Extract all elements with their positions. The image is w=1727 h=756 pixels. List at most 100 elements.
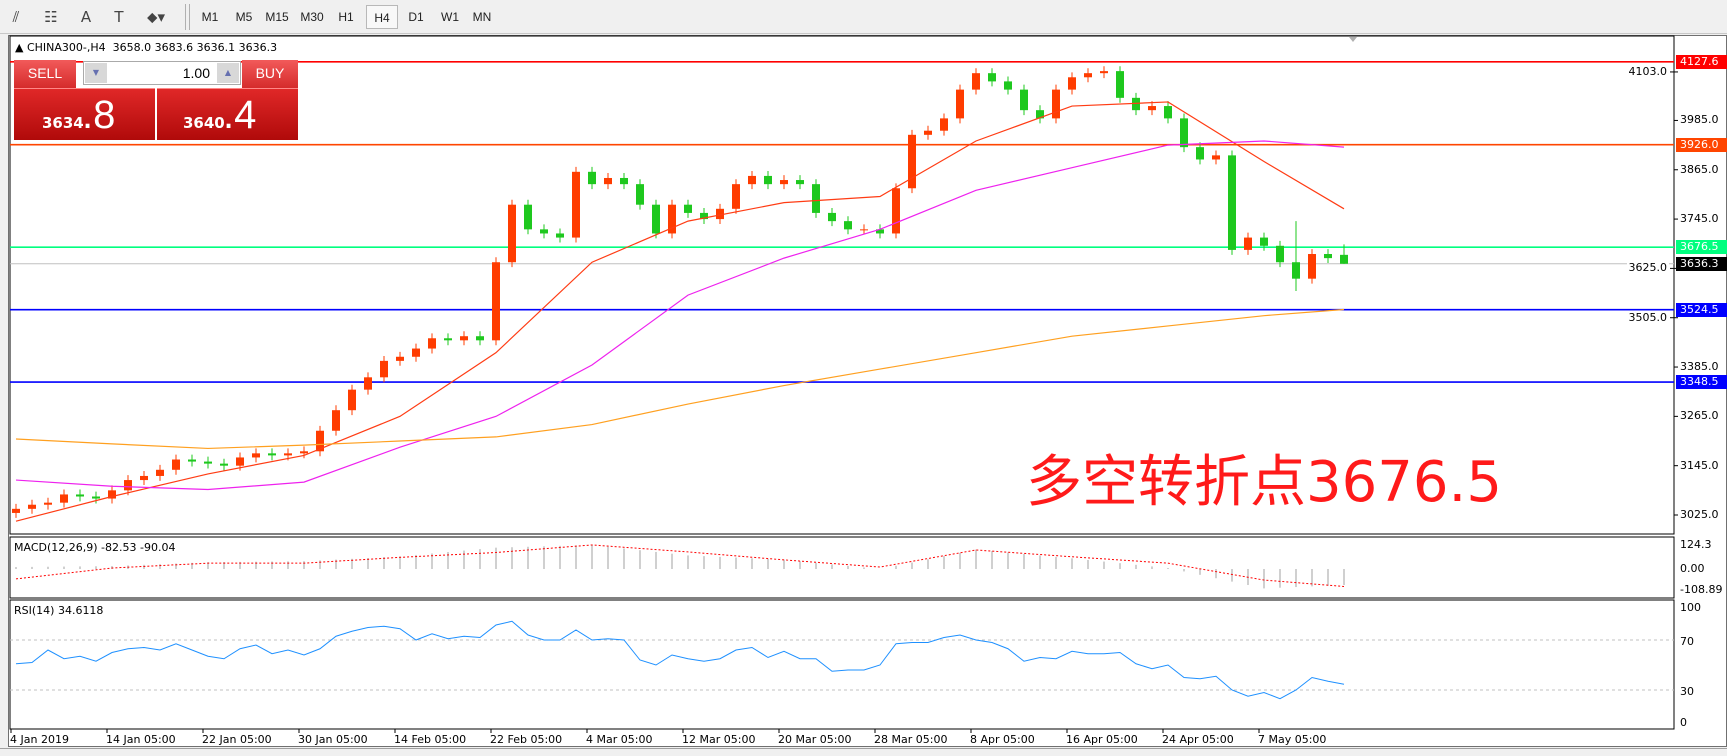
level-tag-3524.5: 3524.5 xyxy=(1676,302,1727,317)
timeframe-m15[interactable]: M15 xyxy=(265,10,289,24)
buy-price-main: 3640 xyxy=(183,114,225,132)
rsi-tick-label: 100 xyxy=(1680,601,1701,614)
candle-body xyxy=(348,389,356,411)
candle-body xyxy=(924,130,932,135)
level-tag-3676.5: 3676.5 xyxy=(1676,240,1727,255)
y-tick-label: 3025.0 xyxy=(1680,508,1719,521)
elliott-wave-icon[interactable]: ⫽ xyxy=(12,8,20,26)
candle-body xyxy=(1036,110,1044,119)
toolbar-separator xyxy=(185,4,186,30)
y-tick-label: 3865.0 xyxy=(1680,162,1719,176)
candle-body xyxy=(1180,118,1188,148)
y-tick-label: 3745.0 xyxy=(1680,212,1719,226)
candle-body xyxy=(1132,97,1140,111)
candle-body xyxy=(1148,106,1156,111)
y-tick-label: 3385.0 xyxy=(1680,360,1719,374)
one-click-trading-panel: SELL ▼ 1.00 ▲ BUY 3634 .8 3640 .4 xyxy=(14,60,298,140)
timeframe-mn[interactable]: MN xyxy=(472,10,492,24)
candle-body xyxy=(140,475,148,481)
candle-body xyxy=(220,463,228,466)
x-tick-label: 24 Apr 05:00 xyxy=(1162,733,1234,746)
arrows-icon[interactable]: ⬥▾ xyxy=(146,8,166,26)
text-icon[interactable]: A xyxy=(80,8,92,26)
rsi-label: RSI(14) 34.6118 xyxy=(14,604,104,617)
timeframe-m1[interactable]: M1 xyxy=(201,10,219,24)
candle-body xyxy=(796,180,804,185)
macd-tick-label: 124.3 xyxy=(1680,537,1712,551)
candle-body xyxy=(828,212,836,222)
candle-body xyxy=(92,496,100,499)
candle-body xyxy=(892,188,900,234)
lot-size-value[interactable]: 1.00 xyxy=(182,65,210,81)
timeframe-h4[interactable]: H4 xyxy=(366,5,398,29)
fibonacci-icon[interactable]: ☷ xyxy=(44,8,58,26)
candle-body xyxy=(956,89,964,119)
moving-average-fast xyxy=(15,101,1345,522)
rsi-line xyxy=(15,620,1345,700)
y-tick-label: 3265.0 xyxy=(1680,409,1719,423)
candle-body xyxy=(1308,254,1316,279)
candle-body xyxy=(12,508,20,513)
sell-button[interactable]: SELL xyxy=(14,60,76,89)
candle-body xyxy=(172,459,180,470)
x-tick-label: 14 Jan 05:00 xyxy=(106,733,176,746)
x-tick-label: 16 Apr 05:00 xyxy=(1066,733,1138,746)
candle-body xyxy=(1196,147,1204,160)
timeframe-m5[interactable]: M5 xyxy=(235,10,253,24)
text-label-icon[interactable]: T xyxy=(114,8,124,26)
candle-body xyxy=(764,175,772,185)
candle-body xyxy=(316,430,324,452)
candle-body xyxy=(860,229,868,231)
lot-decrease-icon[interactable]: ▼ xyxy=(85,63,107,83)
candle-body xyxy=(1244,237,1252,250)
candle-body xyxy=(284,453,292,456)
timeframe-w1[interactable]: W1 xyxy=(441,10,459,24)
candle-body xyxy=(268,453,276,456)
lot-increase-icon[interactable]: ▲ xyxy=(217,63,239,83)
moving-average-slow xyxy=(15,308,1345,450)
candle-body xyxy=(620,177,628,185)
x-tick-label: 4 Jan 2019 xyxy=(10,733,69,746)
timeframe-d1[interactable]: D1 xyxy=(408,10,424,24)
x-tick-label: 4 Mar 05:00 xyxy=(586,733,653,746)
y-tick-label: 3985.0 xyxy=(1680,113,1719,127)
candle-body xyxy=(60,494,68,503)
candle-body xyxy=(124,480,132,491)
candle-body xyxy=(1084,73,1092,78)
y-tick-label: 3505.0 xyxy=(1626,310,1669,324)
level-tag-3636.3: 3636.3 xyxy=(1676,256,1727,271)
candle-body xyxy=(1212,155,1220,160)
candle-body xyxy=(588,171,596,185)
chart-window[interactable] xyxy=(8,35,1727,747)
x-tick-label: 22 Feb 05:00 xyxy=(490,733,563,746)
candle-body xyxy=(748,175,756,185)
candle-body xyxy=(1292,262,1300,279)
candle-body xyxy=(1020,89,1028,111)
candle-body xyxy=(668,204,676,234)
y-tick-label: 3625.0 xyxy=(1626,261,1669,275)
candle-body xyxy=(604,177,612,185)
candle-body xyxy=(572,171,580,238)
candle-body xyxy=(380,360,388,378)
level-tag-4127.6: 4127.6 xyxy=(1676,54,1727,69)
level-tag-3348.5: 3348.5 xyxy=(1676,375,1727,390)
candle-body xyxy=(236,457,244,466)
candle-body xyxy=(412,348,420,357)
timeframe-m30[interactable]: M30 xyxy=(300,10,324,24)
bottom-bar xyxy=(0,748,1727,756)
candle-body xyxy=(780,180,788,185)
candle-body xyxy=(524,204,532,230)
buy-price-button[interactable]: 3640 .4 xyxy=(157,88,298,140)
candle-body xyxy=(1116,71,1124,98)
candle-body xyxy=(684,204,692,213)
timeframe-h1[interactable]: H1 xyxy=(338,10,354,24)
sell-price-button[interactable]: 3634 .8 xyxy=(14,88,155,140)
lot-size-field[interactable]: ▼ 1.00 ▲ xyxy=(83,61,241,85)
candle-body xyxy=(652,204,660,234)
rsi-tick-label: 0 xyxy=(1680,716,1687,729)
candle-body xyxy=(972,73,980,90)
buy-button[interactable]: BUY xyxy=(242,60,298,89)
candle-body xyxy=(732,184,740,209)
candle-body xyxy=(1260,237,1268,246)
